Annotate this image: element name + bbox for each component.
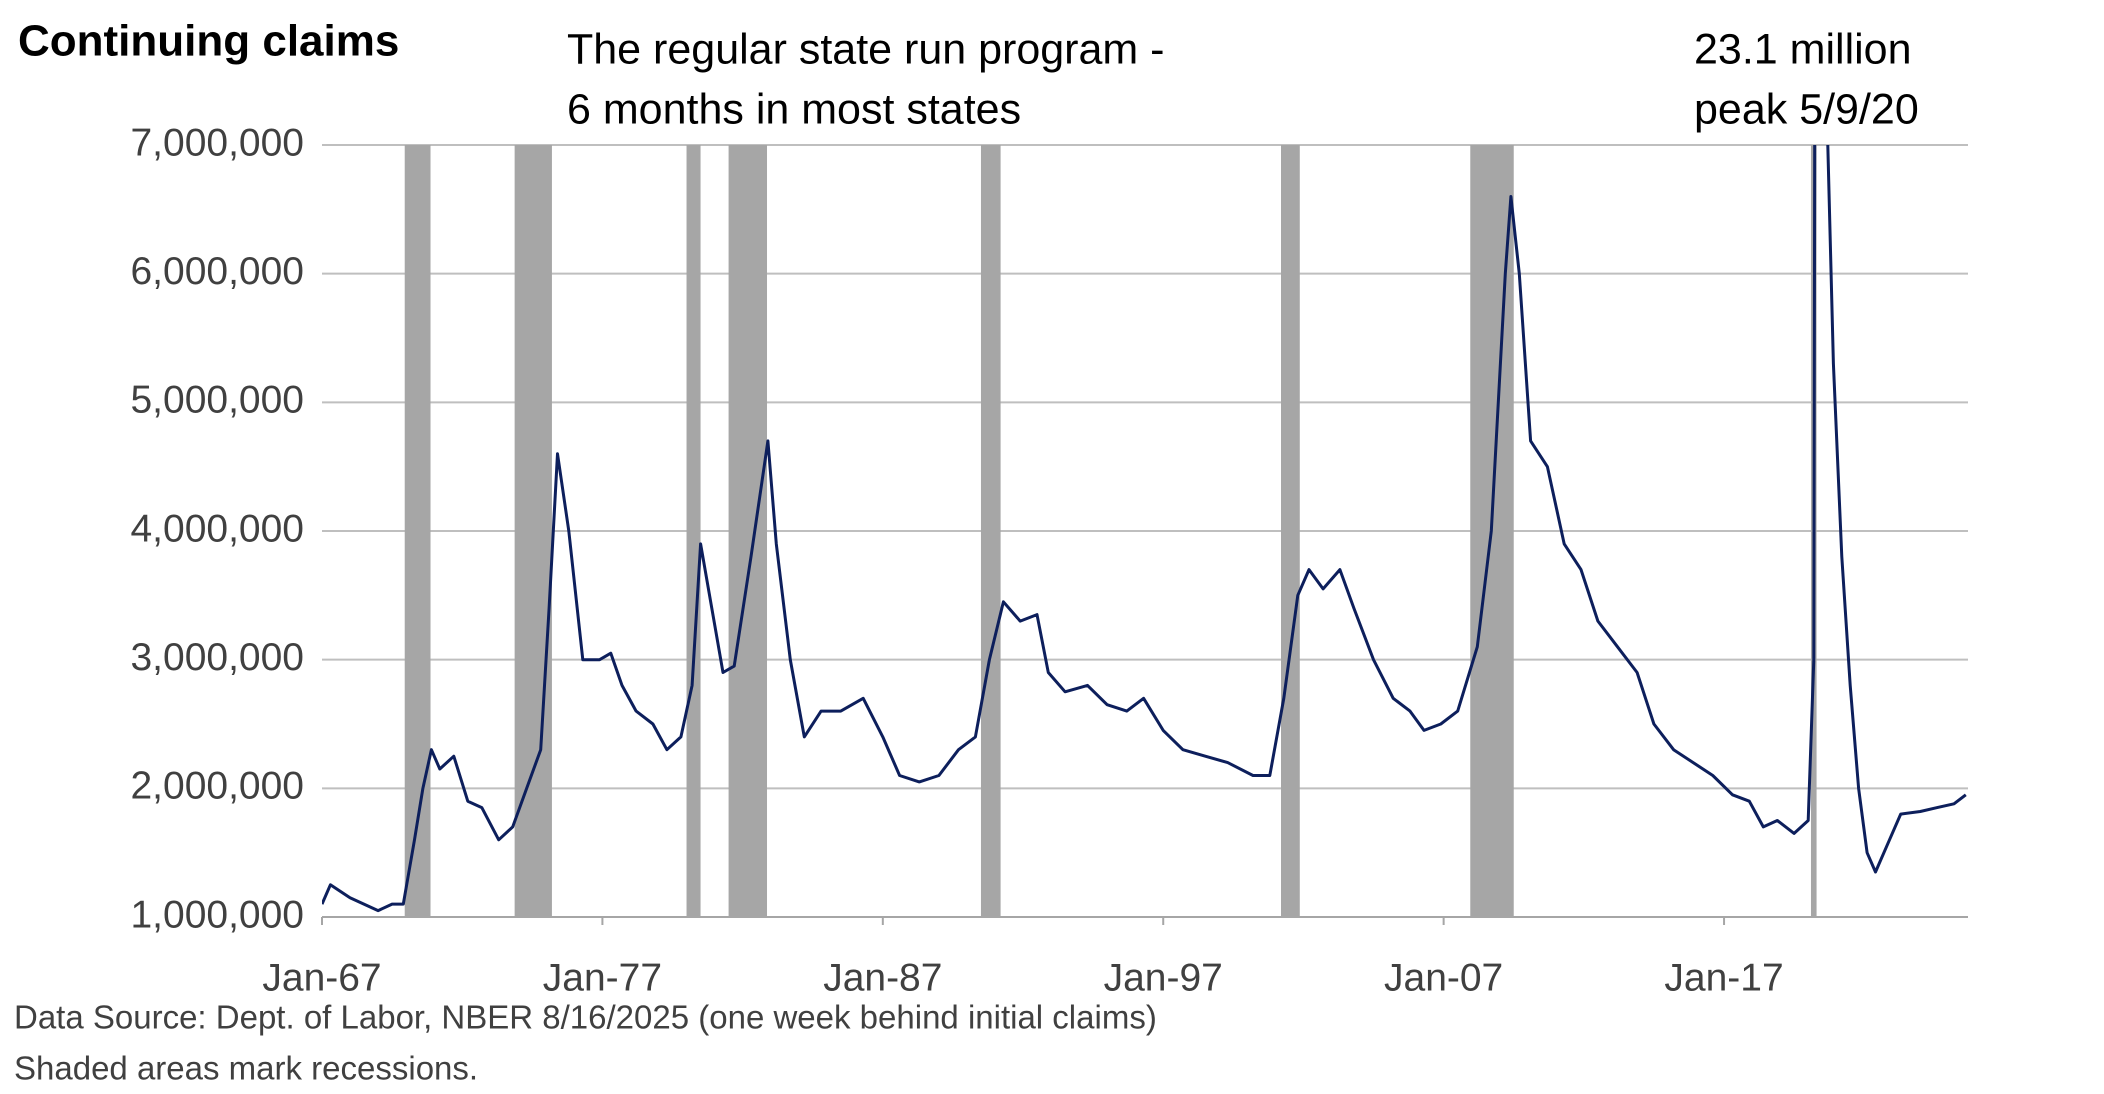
subtitle: 6 months in most states: [567, 85, 1021, 133]
annotation: peak 5/9/20: [1694, 85, 1919, 133]
recession-band: [728, 145, 768, 917]
recession-band: [514, 145, 552, 917]
annotation: 23.1 million: [1694, 25, 1912, 73]
axes: 1,000,000 2,000,000 3,000,000 4,000,000 5,00…: [130, 121, 1968, 999]
x-tick-label: Jan-97: [1104, 956, 1223, 999]
recessions: [404, 145, 1817, 917]
y-tick-label: 2,000,000: [130, 765, 304, 808]
recession-band: [404, 145, 431, 917]
x-tick-label: Jan-67: [262, 956, 381, 999]
y-tick-label: 4,000,000: [130, 507, 304, 550]
x-tick-label: Jan-77: [543, 956, 662, 999]
chart-title: Continuing claims: [18, 17, 399, 66]
footnote: Shaded areas mark recessions.: [14, 1050, 478, 1087]
recession-band: [980, 145, 1001, 917]
line: [322, 145, 1967, 913]
recession-band: [1280, 145, 1300, 917]
x-tick-label: Jan-07: [1384, 956, 1503, 999]
footnote: Data Source: Dept. of Labor, NBER 8/16/2…: [14, 999, 1157, 1036]
subtitle: The regular state run program -: [567, 25, 1165, 73]
plot: [322, 145, 1967, 913]
y-tick-label: 3,000,000: [130, 636, 304, 679]
y-tick-label: 5,000,000: [130, 379, 304, 422]
y-tick-label: 1,000,000: [130, 893, 304, 936]
x-tick-label: Jan-17: [1664, 956, 1783, 999]
x-tick-label: Jan-87: [823, 956, 942, 999]
y-tick-label: 6,000,000: [130, 250, 304, 293]
y-tick-label: 7,000,000: [130, 121, 304, 164]
recession-band: [686, 145, 701, 917]
